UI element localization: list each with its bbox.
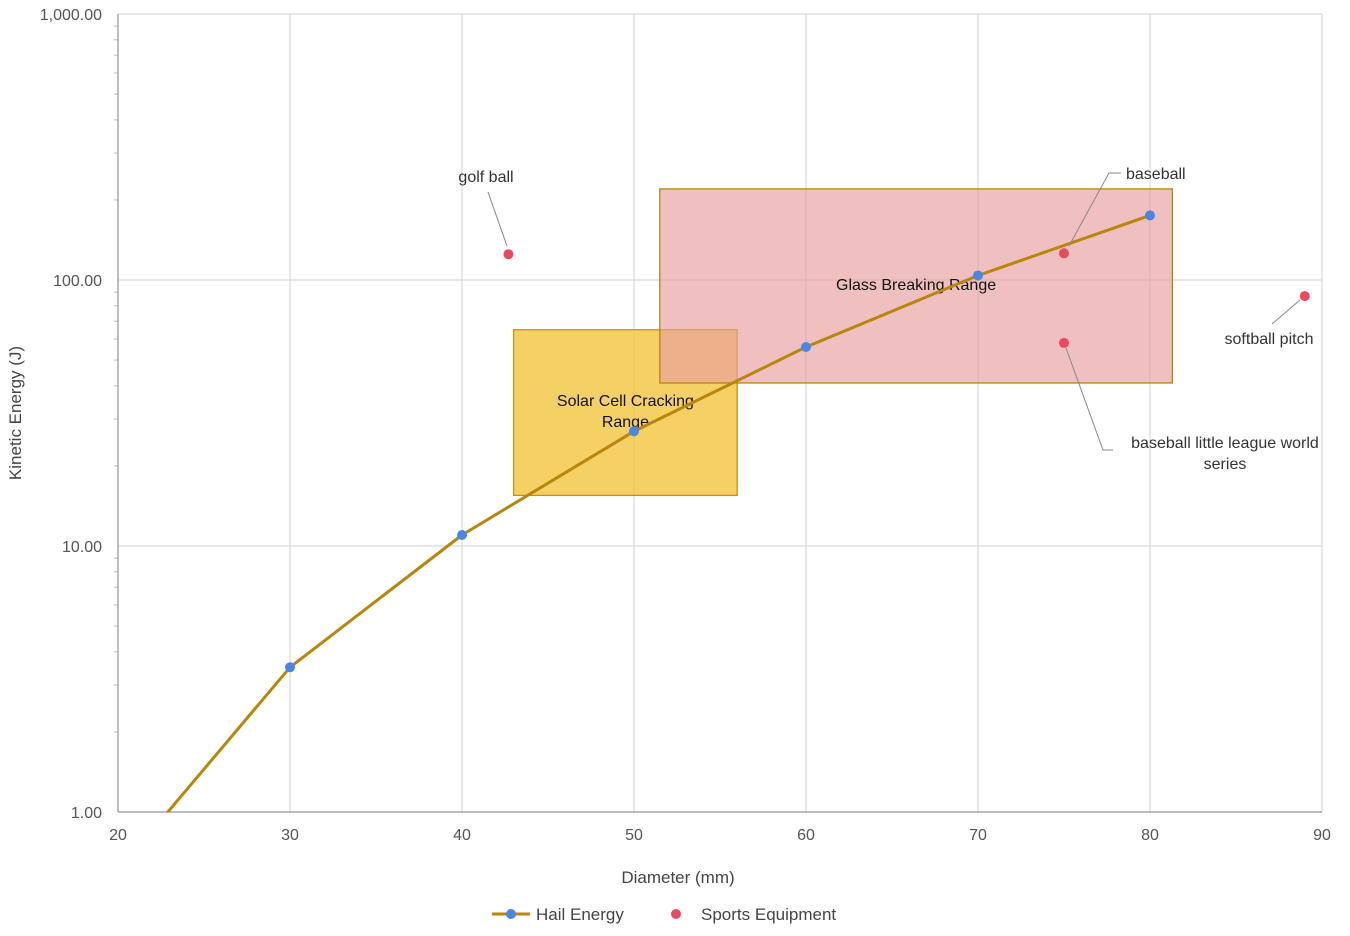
range-regions: Solar Cell Cracking Range Glass Breaking R… [512, 188, 1174, 497]
region-label: Glass Breaking Range [836, 277, 996, 294]
annotation-label: baseball [1126, 166, 1186, 183]
hail-energy-point [1145, 210, 1155, 221]
annotation-leader [1065, 347, 1113, 451]
hail-energy-point [629, 426, 639, 437]
x-tick-label: 20 [109, 827, 127, 844]
annotation-label: golf ball [458, 169, 513, 186]
hail-energy-point [285, 662, 295, 673]
legend: Hail Energy Sports Equipment [492, 905, 836, 924]
glass-breaking-region [659, 188, 1174, 384]
legend-marker [506, 909, 516, 919]
hail-energy-point [801, 341, 811, 352]
annotation-label: softball pitch [1225, 331, 1314, 348]
annotation-leader [1068, 172, 1121, 247]
y-tick-label: 10.00 [62, 539, 102, 556]
x-tick-label: 40 [453, 827, 471, 844]
annotation-leader [487, 191, 508, 247]
annotation-label: baseball little league world [1131, 435, 1319, 452]
y-tick-label: 1.00 [71, 805, 102, 822]
legend-label: Sports Equipment [701, 905, 836, 924]
sports-equipment-point [503, 249, 514, 260]
region-label: Range [602, 414, 649, 431]
hail-energy-point [973, 270, 983, 281]
region-label: Solar Cell Cracking [557, 393, 694, 410]
y-axis-title: Kinetic Energy (J) [6, 346, 25, 480]
x-tick-label: 90 [1313, 827, 1331, 844]
series [165, 210, 1310, 812]
legend-dot-swatch [671, 909, 681, 919]
annotation-label: series [1204, 456, 1247, 473]
hail-energy-point [457, 529, 467, 540]
sports-equipment-point [1059, 337, 1069, 348]
x-tick-label: 50 [625, 827, 643, 844]
y-tick-label: 100.00 [53, 273, 102, 290]
x-tick-label: 70 [969, 827, 987, 844]
annotation-leader [1271, 299, 1301, 325]
axes: 20 30 40 50 60 70 80 90 1.00 10.00 100.00 1,000.00 [40, 7, 1331, 844]
y-tick-label: 1,000.00 [40, 7, 102, 24]
sports-equipment-point [1299, 291, 1310, 302]
x-tick-label: 30 [281, 827, 299, 844]
x-axis-title: Diameter (mm) [621, 868, 734, 887]
legend-label: Hail Energy [536, 905, 624, 924]
annotations: golf ball baseball baseball little league … [458, 166, 1318, 473]
x-tick-label: 60 [797, 827, 815, 844]
sports-equipment-point [1059, 248, 1069, 259]
x-tick-label: 80 [1141, 827, 1159, 844]
